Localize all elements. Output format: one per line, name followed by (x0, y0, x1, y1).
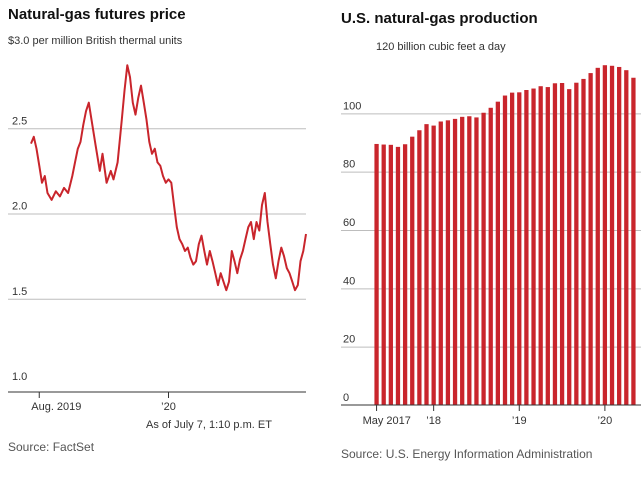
production-bar (481, 112, 486, 405)
production-y-tick-label: 80 (343, 159, 355, 171)
production-bar (438, 121, 443, 405)
production-chart-title: U.S. natural-gas production (341, 10, 538, 27)
production-y-tick-label: 40 (343, 275, 355, 287)
production-bar (567, 89, 572, 406)
production-bar-chart: 0 20 40 60 80 100 May 2017 ’18 ’19 ’20 (341, 65, 641, 427)
production-bar (595, 67, 600, 405)
production-bar (588, 73, 593, 405)
price-gridlines (8, 128, 306, 300)
production-bar (559, 83, 565, 405)
price-y-tick-label: 1.0 (12, 371, 27, 383)
production-bar (609, 65, 615, 405)
production-bar (538, 86, 543, 406)
production-x-tick-label: May 2017 (363, 415, 411, 427)
production-x-ticks: May 2017 ’18 ’19 ’20 (363, 405, 613, 427)
production-x-tick-label: ’18 (426, 415, 441, 427)
price-y-tick-labels: 1.0 1.5 2.0 2.5 (12, 115, 27, 383)
production-y-tick-labels: 0 20 40 60 80 100 (343, 100, 361, 404)
production-y-tick-label: 0 (343, 392, 349, 404)
price-line-chart: 1.0 1.5 2.0 2.5 Aug. 2019 ’20 (8, 64, 307, 413)
production-bar (574, 82, 579, 406)
production-bar (460, 116, 465, 405)
production-bar (431, 125, 436, 405)
production-bar (445, 120, 451, 405)
price-chart-timestamp-note: As of July 7, 1:10 p.m. ET (146, 419, 272, 431)
production-bar (602, 65, 608, 406)
production-bar (509, 92, 515, 406)
production-y-tick-label: 20 (343, 334, 355, 346)
production-y-tick-label: 60 (343, 217, 355, 229)
production-bar (410, 136, 415, 406)
price-y-tick-label: 1.5 (12, 286, 27, 298)
production-x-tick-label: ’20 (598, 415, 613, 427)
price-chart-subtitle: $3.0 per million British thermal units (8, 35, 183, 47)
production-bar (402, 144, 408, 405)
production-bar (517, 92, 522, 405)
production-bar (524, 90, 529, 405)
production-chart-source: Source: U.S. Energy Information Administ… (341, 447, 593, 461)
production-bar (631, 77, 636, 405)
production-bar (381, 144, 386, 406)
price-series-line (30, 64, 307, 292)
price-x-tick-label: Aug. 2019 (31, 401, 81, 413)
production-bar (488, 107, 493, 405)
production-bar (395, 146, 401, 406)
production-bar (417, 130, 422, 405)
production-bar (495, 101, 500, 406)
production-bar (424, 124, 429, 406)
price-chart-title: Natural-gas futures price (8, 6, 186, 23)
production-bar (545, 87, 550, 405)
production-bar (624, 70, 629, 406)
production-bar (452, 118, 458, 406)
production-bar (581, 78, 586, 406)
production-bar (617, 66, 622, 406)
production-chart-subtitle: 120 billion cubic feet a day (376, 41, 506, 53)
price-chart-source: Source: FactSet (8, 440, 95, 454)
production-bar (474, 117, 479, 406)
production-bars (374, 65, 636, 406)
price-x-tick-label: ’20 (161, 401, 176, 413)
production-bar (388, 144, 393, 405)
production-bar (531, 88, 536, 405)
price-y-tick-label: 2.5 (12, 115, 27, 127)
production-y-tick-label: 100 (343, 100, 361, 112)
production-bar (374, 143, 379, 405)
price-x-ticks: Aug. 2019 ’20 (31, 392, 176, 413)
production-x-tick-label: ’19 (512, 415, 527, 427)
production-bar (552, 83, 558, 405)
production-bar (502, 95, 508, 405)
price-y-tick-label: 2.0 (12, 201, 27, 213)
production-bar (467, 116, 472, 405)
